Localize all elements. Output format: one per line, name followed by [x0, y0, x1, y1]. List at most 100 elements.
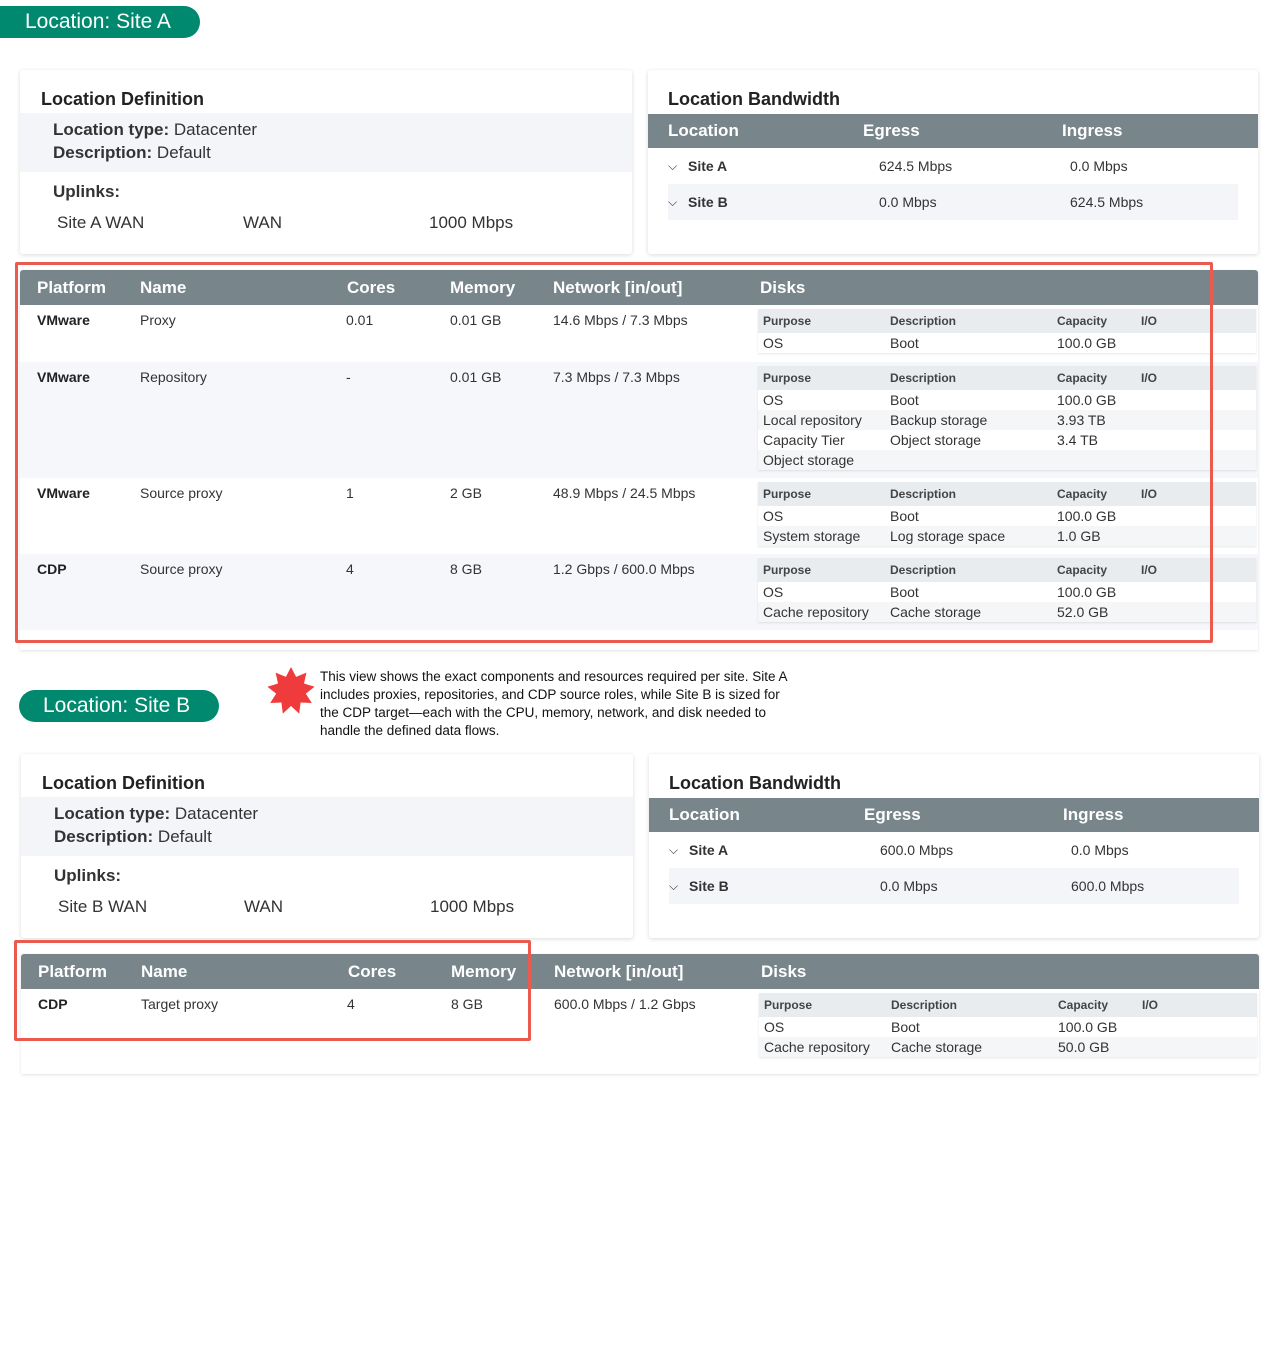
column-header: Memory [450, 278, 516, 297]
disk-description: Cache storage [891, 1039, 983, 1055]
location-type: Location type: Datacenter [53, 120, 257, 140]
disks-header: Purpose Description Capacity I/O [758, 558, 1256, 582]
disk-column-header: I/O [1142, 998, 1159, 1012]
component-row: CDP Source proxy 4 8 GB 1.2 Gbps / 600.0 Mbp… [20, 554, 1258, 630]
disk-capacity: 3.4 TB [1057, 432, 1098, 448]
disk-purpose: Cache repository [763, 604, 869, 620]
disk-column-header: Purpose [763, 371, 812, 385]
uplinks-label: Uplinks: [54, 866, 122, 885]
egress-value: 0.0 Mbps [879, 194, 937, 210]
starburst-shape [267, 667, 315, 714]
disk-description: Cache storage [890, 604, 982, 620]
disk-column-header: I/O [1141, 371, 1158, 385]
disk-column-header: I/O [1141, 487, 1158, 501]
disk-row: System storage Log storage space 1.0 GB [758, 526, 1256, 546]
platform: VMware [37, 369, 90, 385]
column-header: Platform [37, 278, 106, 297]
component-row: CDP Target proxy 4 8 GB 600.0 Mbps / 1.2 Gbp… [21, 989, 1259, 1065]
disks-table: Purpose Description Capacity I/O OS Boot 100.0… [758, 366, 1256, 470]
column-header: Location [669, 805, 740, 824]
disk-purpose: Local repository [763, 412, 862, 428]
components-table: Platform Name Cores Memory Network [in/out] D… [20, 270, 1258, 650]
location-bandwidth-card: Location Bandwidth Location Egress Ingress ⌵… [649, 754, 1259, 938]
egress-value: 624.5 Mbps [879, 158, 953, 174]
uplink-name: Site B WAN [58, 897, 148, 916]
column-header: Disks [761, 962, 807, 981]
uplink-speed: 1000 Mbps [430, 897, 515, 916]
name: Proxy [140, 312, 176, 328]
cores: 0.01 [346, 312, 374, 328]
disks-table: Purpose Description Capacity I/O OS Boot 100.0… [759, 993, 1257, 1057]
component-row: VMware Repository - 0.01 GB 7.3 Mbps / 7.3 M… [20, 362, 1258, 478]
column-header: Ingress [1062, 121, 1123, 140]
bandwidth-row[interactable]: ⌵ Site A 600.0 Mbps 0.0 Mbps [669, 832, 1239, 868]
label: Description: [53, 143, 153, 162]
ingress-value: 0.0 Mbps [1071, 842, 1129, 858]
disk-row: Local repository Backup storage 3.93 TB [758, 410, 1256, 430]
disk-row: Cache repository Cache storage 50.0 GB [759, 1037, 1257, 1057]
disk-purpose: Cache repository [764, 1039, 870, 1055]
memory: 0.01 GB [450, 312, 502, 328]
disk-column-header: Capacity [1057, 314, 1108, 328]
location-type: Location type: Datacenter [54, 804, 258, 824]
disk-row: Object storage [758, 450, 1256, 470]
label: Location type: [53, 120, 170, 139]
ingress-value: 600.0 Mbps [1071, 878, 1145, 894]
chevron-down-icon[interactable]: ⌵ [669, 843, 679, 857]
location-definition-card: Location Definition Location type: Datace… [20, 70, 632, 254]
disk-column-header: Purpose [763, 314, 812, 328]
highlight-box-site-a [15, 262, 1213, 643]
column-header: Location [668, 121, 739, 140]
chevron-down-icon[interactable]: ⌵ [668, 159, 678, 173]
disk-purpose: OS [764, 1019, 785, 1035]
disk-description: Boot [890, 508, 919, 524]
disk-column-header: Description [890, 487, 957, 501]
components-header: Platform Name Cores Memory Network [in/out] D… [20, 270, 1258, 305]
components-table: Platform Name Cores Memory Network [in/out] D… [21, 954, 1259, 1074]
value: Datacenter [174, 804, 259, 823]
location-badge: Location: Site B [19, 690, 219, 722]
value: Default [157, 827, 212, 846]
bandwidth-row[interactable]: ⌵ Site A 624.5 Mbps 0.0 Mbps [668, 148, 1238, 184]
disk-capacity: 100.0 GB [1057, 508, 1117, 524]
location-bandwidth-card: Location Bandwidth Location Egress Ingress ⌵… [648, 70, 1258, 254]
name: Source proxy [140, 485, 223, 501]
bandwidth-row[interactable]: ⌵ Site B 0.0 Mbps 600.0 Mbps [669, 868, 1239, 904]
disk-column-header: Description [890, 371, 957, 385]
label: Location type: [54, 804, 171, 823]
name: Target proxy [141, 996, 219, 1012]
bandwidth-header: Location Egress Ingress [649, 798, 1259, 832]
components-header: Platform Name Cores Memory Network [in/out] D… [21, 954, 1259, 989]
name: Source proxy [140, 561, 223, 577]
location-section: Location: Site A Location Definition Locat… [0, 6, 1258, 650]
disk-column-header: Capacity [1057, 563, 1108, 577]
disks-header: Purpose Description Capacity I/O [758, 366, 1256, 390]
disk-column-header: Description [890, 563, 957, 577]
disk-description: Log storage space [890, 528, 1006, 544]
column-header: Cores [348, 962, 397, 981]
disk-column-header: Purpose [764, 998, 813, 1012]
disk-capacity: 50.0 GB [1058, 1039, 1110, 1055]
cores: 1 [346, 485, 354, 501]
uplink-type: WAN [243, 213, 283, 232]
chevron-down-icon[interactable]: ⌵ [668, 195, 678, 209]
site-name: Site B [689, 878, 729, 894]
location-definition-card: Location Definition Location type: Datace… [21, 754, 633, 938]
description: Description: Default [54, 827, 212, 847]
cores: 4 [347, 996, 355, 1012]
bandwidth-row[interactable]: ⌵ Site B 0.0 Mbps 624.5 Mbps [668, 184, 1238, 220]
column-header: Cores [347, 278, 396, 297]
disk-purpose: Capacity Tier [763, 432, 845, 448]
network: 48.9 Mbps / 24.5 Mbps [553, 485, 696, 501]
disk-purpose: OS [763, 584, 784, 600]
component-row: VMware Source proxy 1 2 GB 48.9 Mbps / 24.5 … [20, 478, 1258, 554]
network: 7.3 Mbps / 7.3 Mbps [553, 369, 680, 385]
component-row: VMware Proxy 0.01 0.01 GB 14.6 Mbps / 7.3 Mb… [20, 305, 1258, 362]
memory: 8 GB [450, 561, 482, 577]
chevron-down-icon[interactable]: ⌵ [669, 879, 679, 893]
column-header: Disks [760, 278, 806, 297]
disk-row: OS Boot 100.0 GB [758, 582, 1256, 602]
name: Repository [140, 369, 207, 385]
egress-value: 600.0 Mbps [880, 842, 954, 858]
column-header: Name [141, 962, 188, 981]
